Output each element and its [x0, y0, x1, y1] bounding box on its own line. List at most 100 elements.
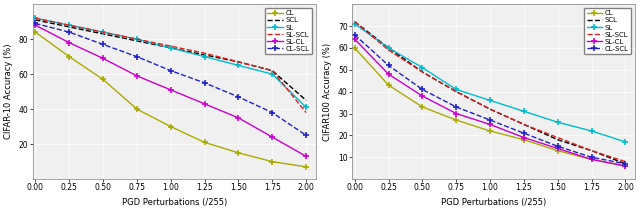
SL-SCL [167, 45, 175, 47]
SCL [65, 26, 73, 28]
CL-SCL [99, 43, 107, 46]
SL [31, 17, 39, 19]
SL-SCL [31, 17, 39, 19]
Line: SL: SL [351, 21, 628, 145]
SL-CL [201, 103, 209, 105]
CL [235, 151, 243, 154]
SL-CL [486, 123, 494, 126]
Line: SL-CL: SL-CL [351, 36, 628, 169]
SL [452, 88, 460, 91]
SL-SCL [351, 20, 358, 23]
SL [65, 24, 73, 26]
CL-SCL [167, 69, 175, 72]
SL-SCL [588, 149, 595, 152]
SL-CL [452, 112, 460, 115]
CL [201, 141, 209, 144]
SL-CL [419, 95, 426, 97]
SL-SCL [302, 111, 310, 114]
CL [351, 47, 358, 49]
SCL [167, 47, 175, 49]
SL-CL [65, 41, 73, 44]
CL-SCL [268, 111, 276, 114]
Y-axis label: CIFAR100 Accuracy (%): CIFAR100 Accuracy (%) [323, 43, 332, 141]
SL [99, 31, 107, 33]
CL [99, 78, 107, 81]
SCL [385, 47, 392, 49]
SL [351, 23, 358, 25]
SL [268, 73, 276, 75]
CL-SCL [201, 82, 209, 84]
Line: CL-SCL: CL-SCL [32, 20, 309, 138]
Line: SCL: SCL [35, 20, 306, 100]
CL [167, 125, 175, 128]
SL-SCL [65, 24, 73, 26]
SL [554, 121, 562, 123]
CL-SCL [520, 132, 528, 134]
SL-SCL [520, 123, 528, 126]
SL-CL [621, 165, 629, 167]
SCL [351, 20, 358, 23]
CL-SCL [385, 64, 392, 67]
SL [385, 47, 392, 49]
SL-SCL [201, 52, 209, 54]
CL [419, 106, 426, 108]
CL [268, 160, 276, 163]
SCL [302, 99, 310, 102]
CL-SCL [133, 55, 141, 58]
SL-CL [554, 147, 562, 150]
SL-CL [302, 155, 310, 158]
SCL [486, 108, 494, 110]
CL-SCL [351, 34, 358, 36]
SL-SCL [621, 160, 629, 163]
SL-SCL [486, 108, 494, 110]
CL [588, 158, 595, 161]
SL-CL [588, 158, 595, 161]
CL-SCL [486, 119, 494, 121]
SL [133, 38, 141, 41]
SL-CL [385, 73, 392, 75]
SL-SCL [452, 90, 460, 93]
CL [385, 84, 392, 86]
CL [133, 108, 141, 110]
CL-SCL [65, 31, 73, 33]
SL-SCL [554, 136, 562, 139]
CL-SCL [621, 162, 629, 165]
CL [31, 31, 39, 33]
CL-SCL [302, 134, 310, 137]
Line: SL-SCL: SL-SCL [355, 22, 625, 162]
SCL [133, 40, 141, 42]
SCL [452, 90, 460, 93]
SL [201, 55, 209, 58]
SL-SCL [268, 69, 276, 72]
Y-axis label: CIFAR-10 Accuracy (%): CIFAR-10 Accuracy (%) [4, 44, 13, 139]
SCL [588, 149, 595, 152]
CL [486, 130, 494, 132]
CL-SCL [31, 22, 39, 25]
SL [486, 99, 494, 102]
Line: CL: CL [351, 45, 628, 169]
SCL [201, 54, 209, 56]
SL-SCL [99, 31, 107, 33]
CL-SCL [452, 106, 460, 108]
Line: CL-SCL: CL-SCL [351, 32, 628, 167]
SL-CL [99, 57, 107, 60]
CL-SCL [554, 145, 562, 147]
CL-SCL [588, 156, 595, 158]
SL-CL [520, 136, 528, 139]
CL [452, 119, 460, 121]
X-axis label: PGD Perturbations (/255): PGD Perturbations (/255) [122, 198, 227, 207]
Legend: CL, SCL, SL, SL-SCL, SL-CL, CL-SCL: CL, SCL, SL, SL-SCL, SL-CL, CL-SCL [584, 8, 632, 54]
SCL [621, 162, 629, 165]
SCL [520, 123, 528, 126]
CL [302, 166, 310, 168]
SL [167, 47, 175, 49]
Line: CL: CL [32, 29, 309, 170]
Line: SL-CL: SL-CL [32, 22, 309, 160]
SL [621, 141, 629, 143]
SL-CL [235, 117, 243, 119]
SL-CL [268, 136, 276, 138]
SL [520, 110, 528, 113]
CL [65, 55, 73, 58]
SCL [31, 19, 39, 21]
CL [554, 149, 562, 152]
